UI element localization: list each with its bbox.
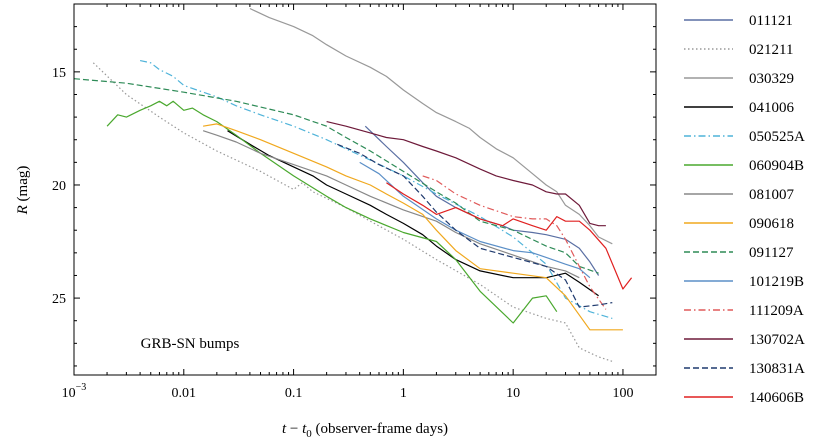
y-axis-label: R (mag) [15, 166, 31, 216]
x-tick-label: 1 [400, 386, 407, 401]
legend: 011121 021211 030329 041006 050525A 060904B 08… [684, 13, 805, 406]
x-tick-label: 10 [506, 386, 520, 401]
legend-label-021211: 021211 [749, 42, 793, 58]
x-tick-label: 100 [612, 386, 633, 401]
series-line-081007 [202, 130, 580, 279]
legend-label-101219B: 101219B [749, 274, 804, 290]
annotation-grb-sn-bumps: GRB-SN bumps [141, 336, 240, 352]
series-line-060904B [106, 100, 558, 324]
legend-label-090618: 090618 [749, 216, 794, 232]
series-line-030329 [249, 7, 613, 245]
x-axis-label: t − t0 (observer-frame days) [282, 421, 448, 440]
series-line-091127 [73, 78, 599, 274]
legend-label-041006: 041006 [749, 100, 795, 116]
legend-label-030329: 030329 [749, 71, 794, 87]
x-tick-label: 0.1 [285, 386, 303, 401]
y-tick-label: 20 [52, 179, 66, 194]
series-line-130702A [326, 121, 606, 227]
x-tick-label: 10−3 [62, 382, 87, 401]
plot-series-group [73, 7, 633, 362]
y-tick-label: 15 [52, 66, 66, 81]
legend-label-111209A: 111209A [749, 303, 804, 319]
series-line-140606B [386, 182, 633, 290]
y-axis: 15 20 25 [52, 26, 656, 367]
legend-label-130831A: 130831A [749, 361, 805, 377]
series-line-050525A [139, 60, 613, 319]
legend-label-050525A: 050525A [749, 129, 805, 145]
legend-label-140606B: 140606B [749, 390, 804, 406]
series-line-090618 [203, 123, 623, 331]
plot-frame [73, 3, 657, 376]
series-line-111209A [422, 175, 607, 310]
series-line-130831A [337, 143, 613, 308]
legend-label-060904B: 060904B [749, 158, 804, 174]
y-tick-label: 25 [52, 292, 66, 307]
x-axis: 10−3 0.01 0.1 1 10 100 [62, 4, 657, 401]
legend-label-081007: 081007 [749, 187, 795, 203]
series-line-021211 [92, 62, 613, 362]
legend-label-091127: 091127 [749, 245, 794, 261]
legend-label-011121: 011121 [749, 13, 793, 29]
series-line-101219B [359, 161, 591, 279]
x-tick-label: 0.01 [172, 386, 197, 401]
legend-label-130702A: 130702A [749, 332, 805, 348]
